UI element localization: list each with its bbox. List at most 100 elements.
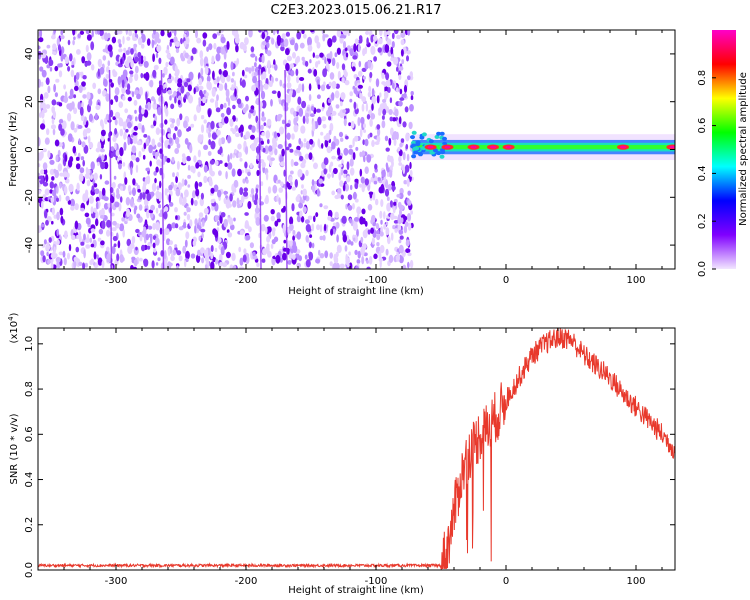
noise-point (118, 163, 122, 170)
band-peak-core (620, 145, 626, 149)
noise-point (386, 196, 390, 202)
noise-point (279, 154, 284, 163)
noise-point (319, 224, 323, 233)
noise-point (264, 145, 269, 155)
noise-point (73, 256, 79, 262)
noise-point (133, 43, 138, 48)
noise-point (38, 78, 42, 88)
noise-point (381, 169, 386, 178)
noise-point (112, 70, 118, 78)
noise-point (362, 229, 368, 239)
noise-point (403, 225, 408, 234)
noise-point (379, 231, 384, 237)
noise-point (290, 170, 294, 175)
noise-point (214, 99, 219, 109)
noise-point (208, 139, 211, 146)
noise-point (70, 205, 75, 211)
noise-point (155, 207, 159, 214)
noise-point (341, 215, 347, 224)
noise-point (310, 30, 314, 33)
noise-point (224, 116, 229, 124)
noise-point (51, 207, 56, 216)
noise-point (253, 71, 258, 77)
noise-point (281, 119, 286, 125)
noise-point (126, 208, 131, 218)
noise-point (207, 109, 211, 118)
noise-point (223, 218, 228, 228)
noise-point (49, 66, 53, 72)
noise-point (252, 75, 258, 84)
spectrogram-y-ticks: -40 -20 0 20 40 (24, 48, 675, 253)
noise-point (203, 144, 209, 150)
noise-point (292, 230, 296, 235)
noise-point (350, 120, 355, 129)
noise-point (200, 67, 204, 77)
noise-point (91, 185, 95, 192)
noise-point (264, 197, 269, 205)
noise-point (316, 41, 321, 49)
noise-point (138, 150, 142, 158)
noise-point (255, 184, 259, 189)
noise-point (224, 162, 228, 167)
noise-point (222, 70, 228, 78)
noise-point (152, 222, 156, 231)
noise-point (275, 254, 281, 264)
noise-point (52, 110, 57, 119)
noise-point (347, 194, 353, 201)
noise-point (80, 114, 85, 122)
noise-point (348, 144, 353, 149)
noise-point (41, 243, 46, 248)
noise-point (220, 75, 226, 84)
noise-point (359, 183, 362, 188)
noise-point (251, 125, 256, 133)
noise-point (183, 211, 187, 216)
noise-point (185, 231, 190, 240)
chart-title: C2E3.2023.015.06.21.R17 (270, 3, 441, 18)
noise-point (153, 171, 157, 176)
noise-point (217, 149, 222, 155)
noise-point (261, 54, 265, 64)
noise-point (267, 186, 272, 194)
noise-point (377, 177, 381, 182)
noise-point (267, 67, 271, 75)
noise-point (143, 142, 147, 150)
spectrogram-x-label: Height of straight line (km) (288, 286, 424, 297)
noise-point (236, 98, 242, 105)
noise-point (174, 223, 179, 229)
noise-point (331, 80, 337, 90)
x-tick-label: 100 (626, 275, 645, 286)
noise-point (244, 37, 249, 46)
noise-point (79, 30, 85, 35)
noise-point (141, 230, 146, 238)
noise-point (280, 45, 285, 52)
noise-point (285, 123, 291, 128)
noise-point (286, 146, 290, 151)
noise-point (353, 101, 357, 110)
noise-point (250, 143, 254, 150)
noise-point (210, 140, 216, 150)
noise-point (271, 239, 276, 245)
noise-point (129, 70, 134, 75)
noise-point (279, 99, 282, 105)
noise-point (362, 48, 366, 57)
noise-point (117, 240, 121, 249)
noise-point (371, 214, 376, 223)
noise-point (216, 76, 220, 83)
noise-point (88, 141, 94, 149)
noise-point (117, 30, 123, 35)
noise-point (389, 169, 393, 178)
noise-point (383, 30, 388, 38)
noise-point (202, 219, 205, 227)
noise-point (383, 82, 387, 87)
noise-point (132, 187, 136, 196)
noise-point (229, 193, 233, 202)
noise-point (292, 235, 295, 241)
noise-point (290, 70, 295, 77)
noise-point (371, 141, 375, 147)
noise-point (53, 30, 57, 35)
noise-point (313, 69, 318, 77)
noise-point (151, 138, 156, 147)
noise-point (133, 207, 137, 215)
noise-point (407, 222, 412, 231)
noise-point (79, 106, 84, 116)
